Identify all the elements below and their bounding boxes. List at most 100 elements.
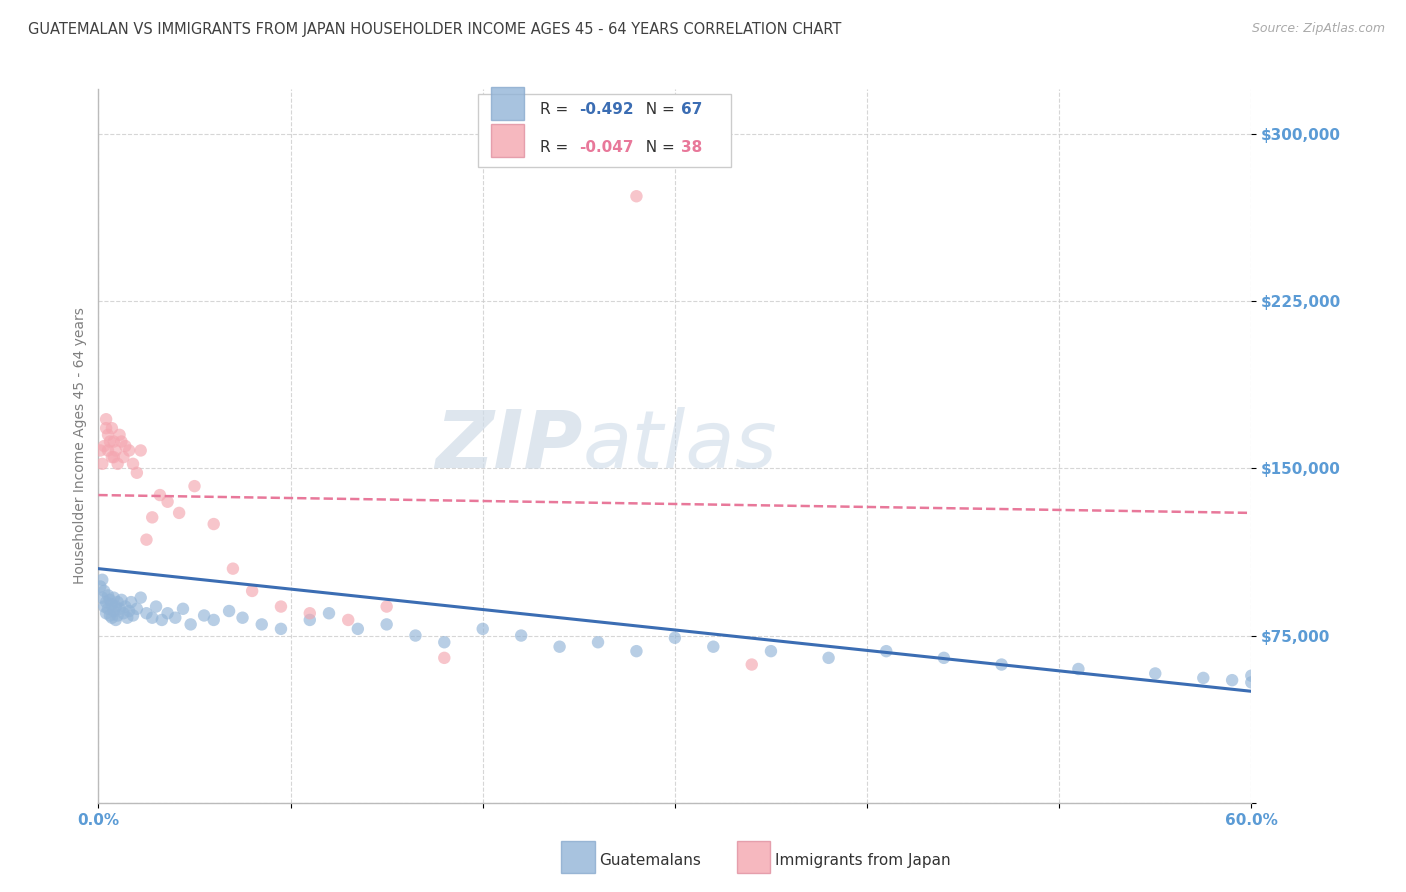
Point [702,640,724,654]
Point [165,610,187,624]
Point [112,607,135,621]
Point [183,479,205,493]
Point [91,591,114,605]
Point [98,434,121,449]
Point [104,613,127,627]
Point [110,434,132,449]
Point [104,443,127,458]
Point [125,601,148,615]
Point [97,443,120,458]
Point [405,628,427,642]
Point [129,443,152,458]
Point [875,644,897,658]
Point [156,607,179,621]
Point [101,450,124,464]
Point [548,640,571,654]
Point [231,610,254,624]
Point [586,635,609,649]
Point [122,608,145,623]
Point [135,533,157,547]
Point [193,608,215,623]
Point [626,189,648,203]
Point [103,434,125,449]
Point [433,651,456,665]
Point [120,595,142,609]
Text: N =: N = [636,103,679,117]
Point [135,607,157,621]
Point [433,635,456,649]
Point [1240,675,1263,690]
Point [117,610,138,624]
Text: ZIP: ZIP [436,407,582,485]
Point [98,592,121,607]
Text: atlas: atlas [582,407,778,485]
Text: Guatemalans: Guatemalans [599,854,700,868]
Point [318,607,340,621]
Point [91,457,114,471]
Point [94,412,117,426]
Point [202,613,225,627]
Point [510,628,533,642]
Point [250,617,273,632]
Y-axis label: Householder Income Ages 45 - 64 years: Householder Income Ages 45 - 64 years [73,308,87,584]
Point [101,598,124,612]
Point [114,599,136,614]
Text: R =: R = [540,103,574,117]
Point [129,591,152,605]
Point [103,450,125,464]
Point [1144,666,1167,681]
Point [112,450,135,464]
Text: 67: 67 [681,103,702,117]
Point [125,466,148,480]
Point [118,443,141,458]
Point [108,427,131,442]
Point [298,607,321,621]
Point [202,517,225,532]
Point [471,622,494,636]
Point [89,443,111,458]
Point [932,651,955,665]
Point [104,599,127,614]
Point [118,604,141,618]
Point [107,608,129,623]
Point [98,608,121,623]
Text: -0.492: -0.492 [579,103,634,117]
Point [97,427,120,442]
Point [103,604,125,618]
Point [93,599,115,614]
Point [218,604,240,618]
Point [626,644,648,658]
Point [167,506,190,520]
Point [108,601,131,615]
Point [110,592,132,607]
Point [172,601,194,615]
Point [240,583,263,598]
Text: Immigrants from Japan: Immigrants from Japan [775,854,950,868]
Point [1220,673,1243,687]
Point [1192,671,1215,685]
Point [97,589,120,603]
Point [141,510,163,524]
Point [103,591,125,605]
Point [150,613,173,627]
Point [375,617,398,632]
Point [298,613,321,627]
Point [990,657,1012,672]
Text: R =: R = [540,140,574,154]
Text: N =: N = [636,140,679,154]
Point [141,610,163,624]
Point [664,631,686,645]
Point [346,622,368,636]
Point [122,457,145,471]
Point [270,622,292,636]
Point [375,599,398,614]
Point [93,583,115,598]
Point [145,599,167,614]
Point [759,644,782,658]
Text: -0.047: -0.047 [579,140,634,154]
Point [101,610,124,624]
Point [180,617,202,632]
Point [107,595,129,609]
Point [94,421,117,435]
Point [1067,662,1090,676]
